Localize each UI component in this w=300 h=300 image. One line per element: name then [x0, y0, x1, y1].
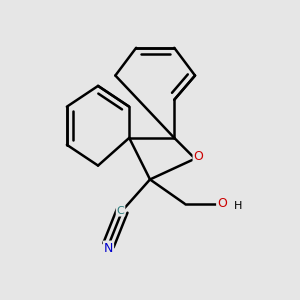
Text: N: N [104, 242, 113, 254]
Text: H: H [234, 201, 242, 211]
Text: O: O [217, 197, 227, 210]
Text: C: C [117, 206, 124, 216]
Text: O: O [194, 150, 203, 163]
